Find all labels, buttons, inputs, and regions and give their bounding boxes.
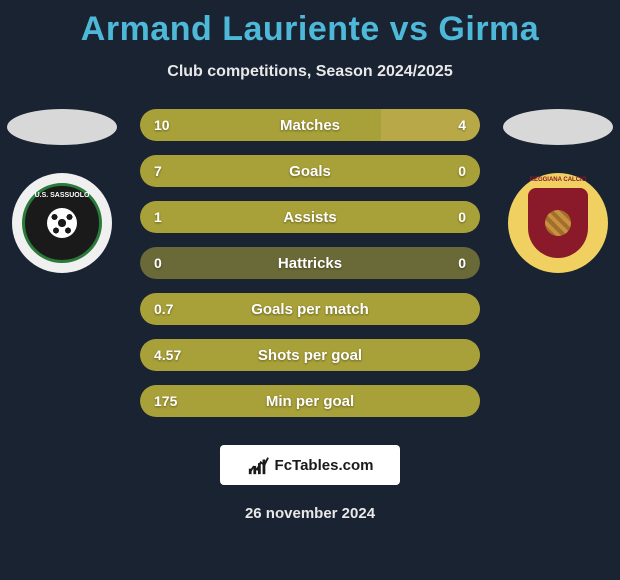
- stat-bar: 10 Matches 4: [140, 109, 480, 141]
- stat-bar: 7 Goals 0: [140, 155, 480, 187]
- stat-label: Goals: [289, 163, 331, 180]
- watermark: FcTables.com: [220, 445, 400, 485]
- stat-label: Shots per goal: [258, 347, 362, 364]
- stat-label: Hattricks: [278, 255, 342, 272]
- bar-fill-left: [140, 109, 381, 141]
- stats-bars: 10 Matches 4 7 Goals 0 1 Assists 0 0 Hattricks 0 0.7…: [140, 109, 480, 417]
- stat-right-value: 0: [458, 255, 466, 271]
- watermark-text: FcTables.com: [275, 457, 374, 474]
- comparison-content: U.S. SASSUOLO 10 Matches 4 7 Goals 0 1 Assists 0…: [0, 109, 620, 417]
- stat-left-value: 0: [154, 255, 162, 271]
- chart-icon: [247, 454, 269, 476]
- right-player-placeholder: [503, 109, 613, 145]
- stat-bar: 0.7 Goals per match: [140, 293, 480, 325]
- stat-left-value: 0.7: [154, 301, 173, 317]
- right-side: REGGIANA CALCIO: [498, 109, 618, 273]
- stat-label: Min per goal: [266, 393, 354, 410]
- left-player-placeholder: [7, 109, 117, 145]
- stat-label: Assists: [283, 209, 336, 226]
- stat-bar: 4.57 Shots per goal: [140, 339, 480, 371]
- subtitle: Club competitions, Season 2024/2025: [0, 63, 620, 81]
- left-side: U.S. SASSUOLO: [2, 109, 122, 273]
- stat-right-value: 4: [458, 117, 466, 133]
- stat-label: Matches: [280, 117, 340, 134]
- stat-left-value: 175: [154, 393, 177, 409]
- shield-ball-icon: [545, 210, 571, 236]
- stat-right-value: 0: [458, 163, 466, 179]
- stat-label: Goals per match: [251, 301, 369, 318]
- stat-bar: 1 Assists 0: [140, 201, 480, 233]
- stat-bar: 0 Hattricks 0: [140, 247, 480, 279]
- stat-right-value: 0: [458, 209, 466, 225]
- stat-left-value: 1: [154, 209, 162, 225]
- football-icon: [47, 208, 77, 238]
- date-label: 26 november 2024: [0, 505, 620, 522]
- page-title: Armand Lauriente vs Girma: [0, 0, 620, 49]
- sassuolo-crest: U.S. SASSUOLO: [12, 173, 112, 273]
- stat-left-value: 10: [154, 117, 170, 133]
- stat-left-value: 7: [154, 163, 162, 179]
- stat-left-value: 4.57: [154, 347, 181, 363]
- crest-left-text: U.S. SASSUOLO: [35, 192, 90, 199]
- crest-right-text: REGGIANA CALCIO: [530, 177, 587, 183]
- reggiana-crest: REGGIANA CALCIO: [508, 173, 608, 273]
- stat-bar: 175 Min per goal: [140, 385, 480, 417]
